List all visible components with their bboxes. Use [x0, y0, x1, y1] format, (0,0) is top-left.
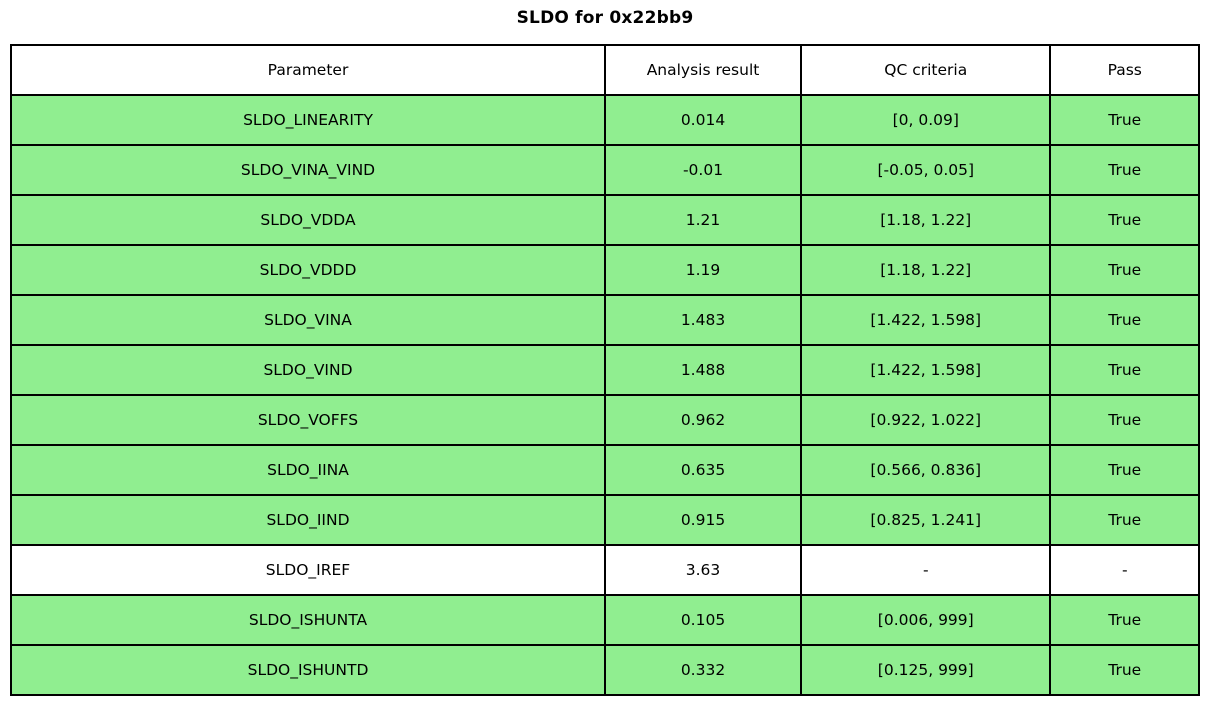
column-header-parameter: Parameter: [10, 44, 606, 96]
cell-parameter: SLDO_VINA: [10, 294, 606, 346]
table-row: SLDO_ISHUNTA 0.105 [0.006, 999] True: [10, 594, 1200, 646]
cell-pass: True: [1049, 644, 1200, 696]
cell-qc-criteria: [0.006, 999]: [800, 594, 1052, 646]
table-body: SLDO_LINEARITY 0.014 [0, 0.09] True SLDO_VIN…: [10, 94, 1200, 696]
cell-parameter: SLDO_VOFFS: [10, 394, 606, 446]
cell-pass: True: [1049, 344, 1200, 396]
cell-analysis-result: 3.63: [603, 544, 803, 596]
table-row: SLDO_VINA 1.483 [1.422, 1.598] True: [10, 294, 1200, 346]
cell-pass: True: [1049, 494, 1200, 546]
cell-qc-criteria: [-0.05, 0.05]: [800, 144, 1052, 196]
cell-analysis-result: 0.332: [603, 644, 803, 696]
column-header-pass: Pass: [1049, 44, 1200, 96]
cell-qc-criteria: [0, 0.09]: [800, 94, 1052, 146]
table-row: SLDO_ISHUNTD 0.332 [0.125, 999] True: [10, 644, 1200, 696]
cell-pass: True: [1049, 194, 1200, 246]
cell-analysis-result: 1.21: [603, 194, 803, 246]
cell-parameter: SLDO_ISHUNTA: [10, 594, 606, 646]
cell-qc-criteria: [1.18, 1.22]: [800, 244, 1052, 296]
cell-parameter: SLDO_VDDD: [10, 244, 606, 296]
table-row: SLDO_LINEARITY 0.014 [0, 0.09] True: [10, 94, 1200, 146]
cell-analysis-result: 0.105: [603, 594, 803, 646]
cell-parameter: SLDO_IIND: [10, 494, 606, 546]
cell-analysis-result: 0.962: [603, 394, 803, 446]
qc-results-table: Parameter Analysis result QC criteria Pa…: [10, 44, 1200, 696]
cell-qc-criteria: [1.18, 1.22]: [800, 194, 1052, 246]
column-header-qc-criteria: QC criteria: [800, 44, 1052, 96]
cell-analysis-result: 0.014: [603, 94, 803, 146]
column-header-analysis-result: Analysis result: [603, 44, 803, 96]
cell-parameter: SLDO_IREF: [10, 544, 606, 596]
cell-qc-criteria: [0.825, 1.241]: [800, 494, 1052, 546]
table-row: SLDO_VINA_VIND -0.01 [-0.05, 0.05] True: [10, 144, 1200, 196]
cell-analysis-result: 1.488: [603, 344, 803, 396]
table-row: SLDO_IIND 0.915 [0.825, 1.241] True: [10, 494, 1200, 546]
cell-qc-criteria: [1.422, 1.598]: [800, 344, 1052, 396]
table-header-row: Parameter Analysis result QC criteria Pa…: [10, 44, 1200, 96]
table-row: SLDO_VOFFS 0.962 [0.922, 1.022] True: [10, 394, 1200, 446]
cell-pass: True: [1049, 144, 1200, 196]
cell-qc-criteria: [0.922, 1.022]: [800, 394, 1052, 446]
cell-pass: -: [1049, 544, 1200, 596]
cell-pass: True: [1049, 594, 1200, 646]
cell-qc-criteria: [0.566, 0.836]: [800, 444, 1052, 496]
cell-parameter: SLDO_LINEARITY: [10, 94, 606, 146]
cell-parameter: SLDO_IINA: [10, 444, 606, 496]
cell-parameter: SLDO_VINA_VIND: [10, 144, 606, 196]
cell-analysis-result: 0.915: [603, 494, 803, 546]
cell-qc-criteria: [0.125, 999]: [800, 644, 1052, 696]
table-row: SLDO_VIND 1.488 [1.422, 1.598] True: [10, 344, 1200, 396]
cell-parameter: SLDO_VDDA: [10, 194, 606, 246]
cell-pass: True: [1049, 394, 1200, 446]
cell-pass: True: [1049, 94, 1200, 146]
table-title: SLDO for 0x22bb9: [516, 8, 694, 28]
cell-analysis-result: 1.19: [603, 244, 803, 296]
cell-pass: True: [1049, 444, 1200, 496]
cell-parameter: SLDO_VIND: [10, 344, 606, 396]
cell-parameter: SLDO_ISHUNTD: [10, 644, 606, 696]
cell-pass: True: [1049, 244, 1200, 296]
cell-analysis-result: 0.635: [603, 444, 803, 496]
cell-qc-criteria: [1.422, 1.598]: [800, 294, 1052, 346]
cell-pass: True: [1049, 294, 1200, 346]
cell-analysis-result: 1.483: [603, 294, 803, 346]
table-row: SLDO_IREF 3.63- -: [10, 544, 1200, 596]
table-row: SLDO_VDDA 1.21 [1.18, 1.22] True: [10, 194, 1200, 246]
table-row: SLDO_VDDD 1.19 [1.18, 1.22] True: [10, 244, 1200, 296]
cell-qc-criteria: -: [800, 544, 1052, 596]
table-row: SLDO_IINA 0.635 [0.566, 0.836] True: [10, 444, 1200, 496]
cell-analysis-result: -0.01: [603, 144, 803, 196]
